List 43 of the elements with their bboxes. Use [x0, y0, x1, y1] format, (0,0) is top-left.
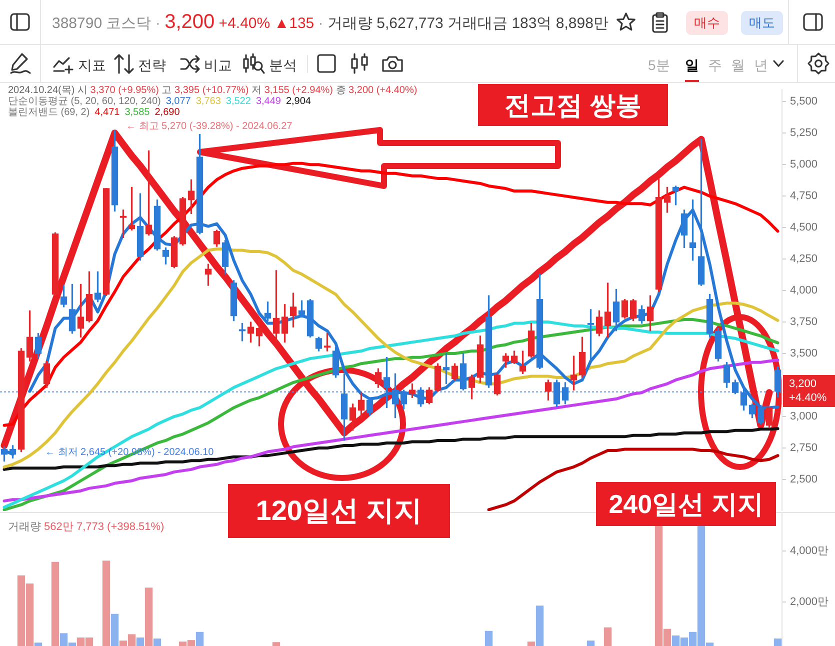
y-tick-label: 2,500: [790, 474, 818, 486]
annotation: 볼린저밴드 (69, 2): [8, 107, 90, 118]
annotation: 전고점 쌍봉: [478, 84, 668, 126]
y-tick-label: 5,500: [790, 96, 818, 108]
text: 매수: [686, 11, 728, 35]
y-tick-label: 3,500: [790, 348, 818, 360]
text: 월: [731, 56, 745, 75]
annotation: 240일선 지지: [596, 482, 776, 526]
text: 거래량 562만 7,773 (+398.51%): [8, 521, 164, 533]
text: 일: [685, 55, 699, 82]
text: 비교: [204, 56, 232, 75]
y-tick-label: 4,750: [790, 190, 818, 202]
y-tick-label: 2,000만: [790, 596, 829, 608]
text: 3,449: [256, 96, 281, 107]
text: 2024.10.24(목) 시 3,370 (+9.95%) 고 3,395 (+10.77%) 저 3,155 (+2.94%) 종 3,200 (+4.40%): [8, 85, 418, 96]
y-tick-label: 3,750: [790, 316, 818, 328]
y-tick-label: 3,000: [790, 410, 818, 423]
y-tick-label: 5,250: [790, 127, 818, 140]
text: 5분: [648, 56, 670, 75]
text: 지표: [78, 56, 106, 75]
text: 년: [754, 56, 768, 75]
annotation: ← 최고 5,270 (-39.28%) - 2024.06.27: [126, 120, 292, 132]
text: 3,522: [226, 96, 251, 107]
y-tick-label: 4,000만: [790, 545, 829, 558]
text: 분석: [269, 56, 297, 75]
y-tick-label: 4,500: [790, 222, 818, 234]
y-tick-label: 4,000: [790, 284, 818, 297]
text: 3,763: [196, 96, 221, 107]
annotation: 120일선 지지: [228, 484, 450, 538]
text: 3,585: [124, 107, 150, 118]
text: 2,690: [154, 107, 180, 118]
text: 2,904: [286, 96, 311, 107]
chart-title: 388790 코스닥 · 3,200 +4.40% ▲135 · 거래량 5,627,773 거래대금 183억 8,898만: [52, 10, 608, 35]
text: 3,200 +4.40%: [783, 375, 835, 408]
y-tick-label: 2,750: [790, 442, 818, 454]
text: 3,077: [166, 96, 191, 107]
text: 4,471: [94, 107, 120, 118]
y-tick-label: 5,000: [790, 158, 818, 171]
y-tick-label: 4,250: [790, 253, 818, 266]
text: 전략: [138, 56, 166, 75]
text: 주: [708, 56, 722, 75]
text: 매도: [741, 11, 783, 35]
annotation: 단순이동평균 (5, 20, 60, 120, 240): [8, 96, 161, 107]
